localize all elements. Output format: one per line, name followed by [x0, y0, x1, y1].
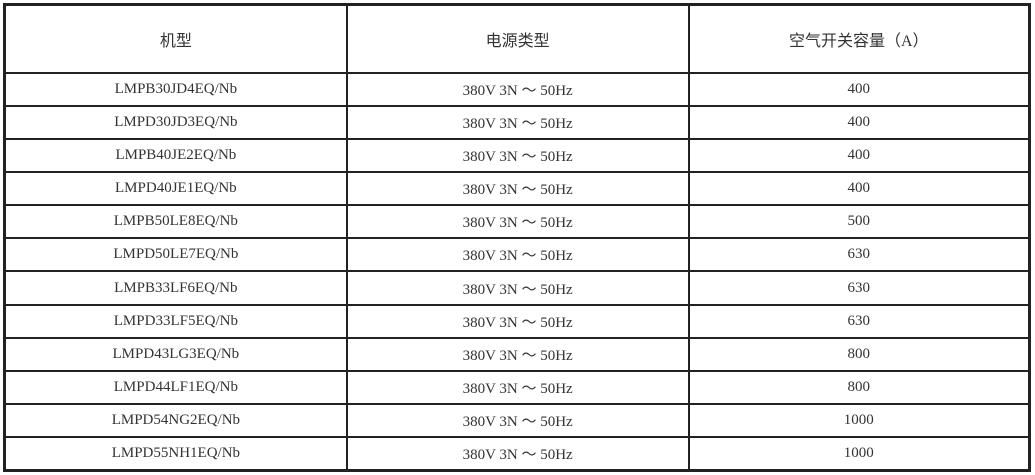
- power-type-cell: 380V 3N ～ 50Hz: [345, 204, 690, 240]
- power-type-cell: 380V 3N ～ 50Hz: [345, 138, 690, 174]
- model-cell: LMPD33LF5EQ/Nb: [3, 303, 348, 339]
- power-type-cell: 380V 3N ～ 50Hz: [345, 369, 690, 405]
- model-cell: LMPD40JE1EQ/Nb: [3, 171, 348, 207]
- table-row: LMPD43LG3EQ/Nb 380V 3N ～ 50Hz 800: [3, 336, 1031, 372]
- header-power-type: 电源类型: [345, 3, 690, 74]
- power-type-cell: 380V 3N ～ 50Hz: [345, 336, 690, 372]
- model-cell: LMPD44LF1EQ/Nb: [3, 369, 348, 405]
- breaker-capacity-cell: 800: [687, 336, 1031, 372]
- model-cell: LMPD43LG3EQ/Nb: [3, 336, 348, 372]
- power-type-cell: 380V 3N ～ 50Hz: [345, 105, 690, 141]
- model-cell: LMPB40JE2EQ/Nb: [3, 138, 348, 174]
- model-cell: LMPB50LE8EQ/Nb: [3, 204, 348, 240]
- model-cell: LMPB30JD4EQ/Nb: [3, 71, 348, 108]
- header-row: 机型 电源类型 空气开关容量（A）: [3, 3, 1031, 74]
- model-cell: LMPD30JD3EQ/Nb: [3, 105, 348, 141]
- power-type-cell: 380V 3N ～ 50Hz: [345, 171, 690, 207]
- breaker-capacity-cell: 630: [687, 270, 1031, 306]
- power-type-cell: 380V 3N ～ 50Hz: [345, 402, 690, 438]
- table-row: LMPD30JD3EQ/Nb 380V 3N ～ 50Hz 400: [3, 105, 1031, 141]
- table-row: LMPD40JE1EQ/Nb 380V 3N ～ 50Hz 400: [3, 171, 1031, 207]
- table-row: LMPD44LF1EQ/Nb 380V 3N ～ 50Hz 800: [3, 369, 1031, 405]
- breaker-capacity-cell: 400: [687, 171, 1031, 207]
- table-row: LMPD50LE7EQ/Nb 380V 3N ～ 50Hz 630: [3, 237, 1031, 273]
- table-row: LMPB30JD4EQ/Nb 380V 3N ～ 50Hz 400: [3, 71, 1031, 108]
- breaker-capacity-cell: 1000: [687, 402, 1031, 438]
- table-row: LMPD33LF5EQ/Nb 380V 3N ～ 50Hz 630: [3, 303, 1031, 339]
- breaker-capacity-cell: 400: [687, 105, 1031, 141]
- header-breaker-capacity: 空气开关容量（A）: [687, 3, 1031, 74]
- breaker-capacity-cell: 630: [687, 237, 1031, 273]
- table-row: LMPB33LF6EQ/Nb 380V 3N ～ 50Hz 630: [3, 270, 1031, 306]
- header-model: 机型: [3, 3, 348, 74]
- breaker-capacity-cell: 800: [687, 369, 1031, 405]
- breaker-capacity-cell: 630: [687, 303, 1031, 339]
- model-cell: LMPD50LE7EQ/Nb: [3, 237, 348, 273]
- power-type-cell: 380V 3N ～ 50Hz: [345, 435, 690, 472]
- table-row: LMPB50LE8EQ/Nb 380V 3N ～ 50Hz 500: [3, 204, 1031, 240]
- power-type-cell: 380V 3N ～ 50Hz: [345, 71, 690, 108]
- table-row: LMPD54NG2EQ/Nb 380V 3N ～ 50Hz 1000: [3, 402, 1031, 438]
- breaker-capacity-cell: 400: [687, 71, 1031, 108]
- breaker-capacity-cell: 500: [687, 204, 1031, 240]
- model-cell: LMPD54NG2EQ/Nb: [3, 402, 348, 438]
- power-type-cell: 380V 3N ～ 50Hz: [345, 237, 690, 273]
- spec-table: 机型 电源类型 空气开关容量（A） LMPB30JD4EQ/Nb 380V 3N …: [3, 3, 1031, 472]
- breaker-capacity-cell: 1000: [687, 435, 1031, 472]
- model-cell: LMPB33LF6EQ/Nb: [3, 270, 348, 306]
- table-row: LMPD55NH1EQ/Nb 380V 3N ～ 50Hz 1000: [3, 435, 1031, 472]
- table-row: LMPB40JE2EQ/Nb 380V 3N ～ 50Hz 400: [3, 138, 1031, 174]
- breaker-capacity-cell: 400: [687, 138, 1031, 174]
- power-type-cell: 380V 3N ～ 50Hz: [345, 303, 690, 339]
- model-cell: LMPD55NH1EQ/Nb: [3, 435, 348, 472]
- power-type-cell: 380V 3N ～ 50Hz: [345, 270, 690, 306]
